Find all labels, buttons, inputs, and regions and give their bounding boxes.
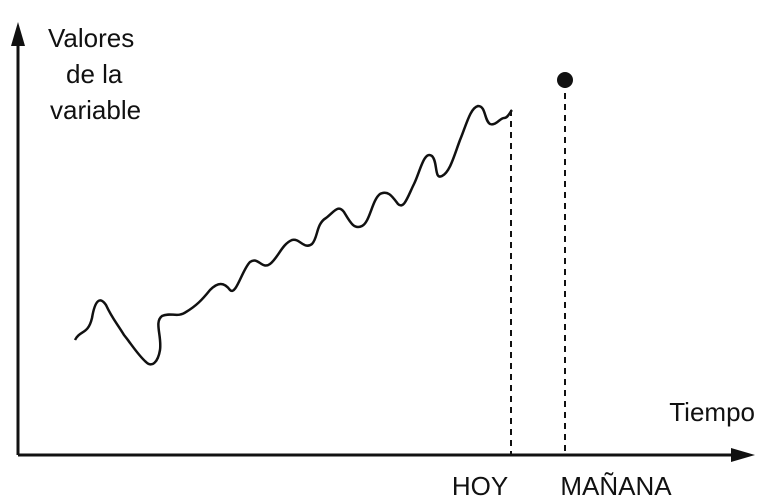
tomorrow-label: MAÑANA — [560, 471, 672, 501]
x-axis-label: Tiempo — [669, 397, 755, 427]
y-axis-label: variable — [50, 95, 141, 125]
y-axis-arrow — [11, 22, 25, 46]
series-line — [73, 104, 513, 366]
y-axis-label: Valores — [48, 23, 134, 53]
today-label: HOY — [452, 471, 508, 501]
y-axis-label: de la — [66, 59, 123, 89]
forecast-point — [557, 72, 573, 88]
x-axis-arrow — [731, 448, 755, 462]
